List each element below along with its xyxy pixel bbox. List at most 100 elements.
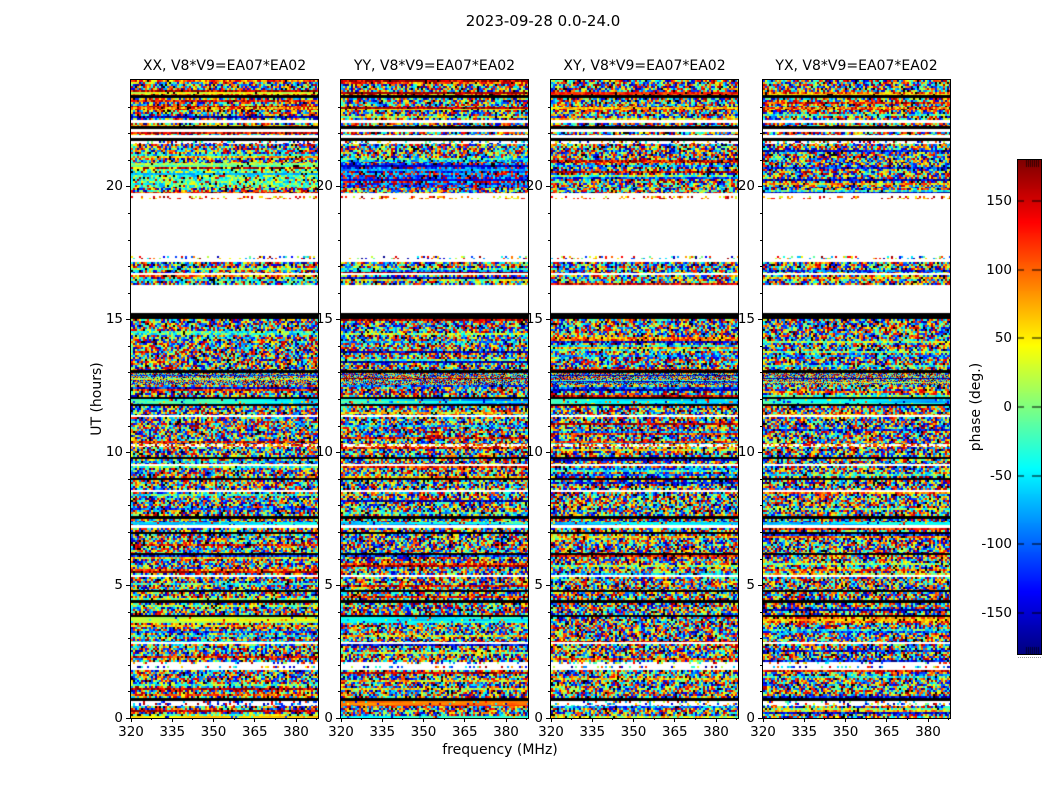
subplot-xx: XX, V8*V9=EA07*EA02 0 5 10 15 20 320 335 350 365… bbox=[106, 58, 319, 740]
x-tick-label: 365 bbox=[241, 724, 268, 740]
subplot-xx-plot-area bbox=[130, 79, 319, 719]
x-tick-label: 335 bbox=[369, 724, 396, 740]
y-minor-tick bbox=[548, 611, 550, 613]
y-tick-label: 20 bbox=[525, 178, 543, 194]
y-minor-tick bbox=[128, 504, 130, 506]
y-major-tick bbox=[126, 318, 130, 320]
y-minor-tick bbox=[548, 531, 550, 533]
y-major-tick bbox=[546, 318, 550, 320]
subplot-xy-title: XY, V8*V9=EA07*EA02 bbox=[563, 58, 726, 74]
y-major-tick bbox=[546, 451, 550, 453]
x-major-tick bbox=[803, 718, 805, 722]
figure-title: 2023-09-28 0.0-24.0 bbox=[465, 12, 621, 30]
y-minor-tick bbox=[338, 265, 340, 267]
y-minor-tick bbox=[128, 159, 130, 161]
y-major-tick bbox=[758, 584, 762, 586]
x-major-tick bbox=[340, 718, 342, 722]
y-minor-tick bbox=[128, 531, 130, 533]
y-minor-tick bbox=[128, 106, 130, 108]
x-tick-label: 365 bbox=[451, 724, 478, 740]
y-minor-tick bbox=[338, 398, 340, 400]
x-tick-label: 335 bbox=[579, 724, 606, 740]
x-tick-label: 350 bbox=[620, 724, 647, 740]
y-major-tick bbox=[336, 451, 340, 453]
y-minor-tick bbox=[338, 558, 340, 560]
subplot-yy: YY, V8*V9=EA07*EA02 0 5 10 15 20 320 335 350 365… bbox=[316, 58, 529, 740]
y-minor-tick bbox=[548, 558, 550, 560]
y-tick-label: 5 bbox=[324, 577, 333, 593]
colorbar-tick-label: -150 bbox=[981, 605, 1012, 621]
y-minor-tick bbox=[338, 212, 340, 214]
y-minor-tick bbox=[548, 292, 550, 294]
x-minor-tick bbox=[484, 718, 486, 720]
y-minor-tick bbox=[128, 690, 130, 692]
subplot-yx-heatmap bbox=[763, 80, 950, 718]
x-major-tick bbox=[715, 718, 717, 722]
y-tick-label: 0 bbox=[534, 710, 543, 726]
y-major-tick bbox=[758, 451, 762, 453]
y-axis-label: UT (hours) bbox=[89, 362, 105, 436]
y-tick-label: 5 bbox=[746, 577, 755, 593]
subplot-xx-title: XX, V8*V9=EA07*EA02 bbox=[142, 58, 307, 74]
y-minor-tick bbox=[128, 664, 130, 666]
y-minor-tick bbox=[338, 664, 340, 666]
y-minor-tick bbox=[760, 345, 762, 347]
x-minor-tick bbox=[906, 718, 908, 720]
y-minor-tick bbox=[548, 664, 550, 666]
x-minor-tick bbox=[736, 718, 738, 720]
y-minor-tick bbox=[760, 212, 762, 214]
y-minor-tick bbox=[548, 212, 550, 214]
x-minor-tick bbox=[694, 718, 696, 720]
colorbar-gradient bbox=[1018, 160, 1041, 654]
y-tick-label: 10 bbox=[105, 444, 123, 460]
y-minor-tick bbox=[128, 239, 130, 241]
y-major-tick bbox=[126, 584, 130, 586]
x-major-tick bbox=[633, 718, 634, 722]
y-minor-tick bbox=[338, 504, 340, 506]
x-major-tick bbox=[254, 718, 256, 722]
y-tick-label: 10 bbox=[737, 444, 755, 460]
y-minor-tick bbox=[128, 611, 130, 613]
x-minor-tick bbox=[361, 718, 363, 720]
y-major-tick bbox=[126, 717, 130, 719]
x-tick-label: 320 bbox=[538, 724, 564, 740]
x-tick-label: 320 bbox=[328, 724, 354, 740]
x-major-tick bbox=[381, 718, 383, 722]
x-minor-tick bbox=[783, 718, 785, 720]
y-minor-tick bbox=[128, 345, 130, 347]
y-minor-tick bbox=[548, 398, 550, 400]
subplot-xy-plot-area bbox=[550, 79, 739, 719]
x-major-tick bbox=[213, 718, 214, 722]
y-major-tick bbox=[758, 318, 762, 320]
colorbar-tick-label: 0 bbox=[1003, 399, 1012, 415]
y-major-tick bbox=[546, 584, 550, 586]
y-tick-label: 5 bbox=[114, 577, 123, 593]
subplot-xx-heatmap bbox=[131, 80, 318, 718]
y-minor-tick bbox=[128, 478, 130, 480]
y-minor-tick bbox=[760, 265, 762, 267]
y-tick-label: 15 bbox=[525, 311, 543, 327]
x-tick-label: 335 bbox=[791, 724, 818, 740]
colorbar-tick-label: -50 bbox=[989, 468, 1012, 484]
y-minor-tick bbox=[338, 611, 340, 613]
x-tick-label: 380 bbox=[283, 724, 309, 740]
y-minor-tick bbox=[760, 690, 762, 692]
y-minor-tick bbox=[128, 132, 130, 134]
x-tick-label: 350 bbox=[200, 724, 227, 740]
y-minor-tick bbox=[548, 504, 550, 506]
x-minor-tick bbox=[402, 718, 404, 720]
colorbar-tick-label: -100 bbox=[981, 536, 1012, 552]
y-major-tick bbox=[126, 185, 130, 187]
subplot-yy-plot-area bbox=[340, 79, 529, 719]
x-major-tick bbox=[845, 718, 846, 722]
y-minor-tick bbox=[128, 425, 130, 427]
x-tick-label: 365 bbox=[873, 724, 900, 740]
y-minor-tick bbox=[760, 478, 762, 480]
y-minor-tick bbox=[760, 425, 762, 427]
y-minor-tick bbox=[760, 637, 762, 639]
colorbar-tick-label: 150 bbox=[986, 193, 1012, 209]
subplot-xy: XY, V8*V9=EA07*EA02 0 5 10 15 20 320 335 350 365… bbox=[526, 58, 739, 740]
x-minor-tick bbox=[948, 718, 950, 720]
y-minor-tick bbox=[338, 345, 340, 347]
subplot-yx-title: YX, V8*V9=EA07*EA02 bbox=[775, 58, 938, 74]
